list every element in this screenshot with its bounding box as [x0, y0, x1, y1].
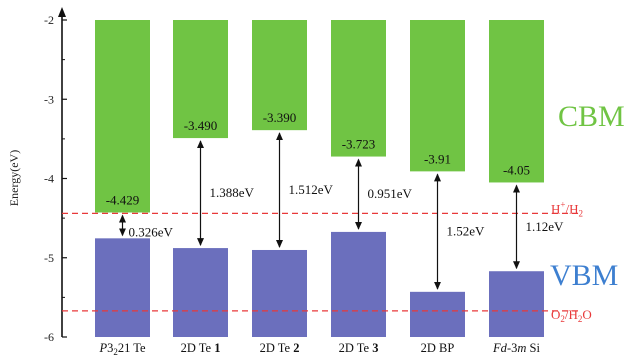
cbm-bar: [173, 20, 228, 139]
x-tick-label: 2D Te 2: [260, 341, 300, 355]
band-gap-label: 1.52eV: [447, 224, 486, 239]
cbm-value-label: -3.390: [263, 110, 297, 125]
plot-layer: [95, 20, 544, 337]
band-gap-label: 0.326eV: [129, 224, 174, 239]
vbm-bar: [489, 271, 544, 337]
cbm-value-label: -3.723: [342, 137, 376, 152]
x-tick-label: 2D BP: [421, 341, 455, 355]
x-tick-label: P3221 Te: [98, 341, 146, 356]
band-gap-label: 1.12eV: [526, 219, 565, 234]
y-tick-label: -2: [44, 13, 54, 27]
vbm-bar: [95, 238, 150, 337]
band-gap-label: 0.951eV: [368, 186, 413, 201]
vbm-bar: [173, 248, 228, 337]
x-tick-label: Fd-3m Si: [492, 341, 540, 355]
cbm-bar: [410, 20, 465, 172]
x-tick-label: 2D Te 3: [339, 341, 379, 355]
band-gap-label: 1.512eV: [289, 182, 334, 197]
cbm-bar: [489, 20, 544, 183]
cbm-value-label: -3.91: [424, 151, 451, 166]
y-tick-label: -6: [44, 330, 54, 344]
vbm-bar: [252, 249, 307, 337]
vbm-bar: [331, 231, 386, 337]
y-tick-label: -4: [44, 172, 54, 186]
y-tick-label: -5: [44, 251, 54, 265]
band-gap-label: 1.388eV: [210, 185, 255, 200]
legend-vbm: VBM: [550, 259, 618, 292]
cbm-value-label: -4.429: [106, 192, 140, 207]
y-tick-label: -3: [44, 92, 54, 106]
cbm-bar: [252, 20, 307, 131]
legend-cbm: CBM: [558, 100, 625, 133]
y-axis-arrowhead: [58, 7, 66, 17]
cbm-value-label: -4.05: [503, 162, 530, 177]
bar-label-layer: -4.429 -3.490 -3.390 -3.723 -3.91 -4.05: [106, 110, 530, 207]
reference-label: H+/H2: [551, 199, 583, 218]
gap-layer: 0.326eV 1.388eV 1.512eV 0.951eV 1.52eV 1.12eV: [119, 132, 565, 290]
cbm-bar: [95, 20, 150, 213]
reference-label: O2/H2O: [551, 307, 592, 324]
x-tick-label: 2D Te 1: [181, 341, 221, 355]
cbm-bar: [331, 20, 386, 157]
cbm-value-label: -3.490: [184, 118, 218, 133]
legend-layer: CBM VBM: [550, 100, 625, 292]
vbm-bar: [410, 291, 465, 337]
axis-layer: -2 -3 -4 -5 -6 P3221 Te 2D Te 1 2D Te 2 2D Te 3 2…: [44, 7, 540, 356]
y-axis-title: Energy(eV): [7, 150, 21, 206]
